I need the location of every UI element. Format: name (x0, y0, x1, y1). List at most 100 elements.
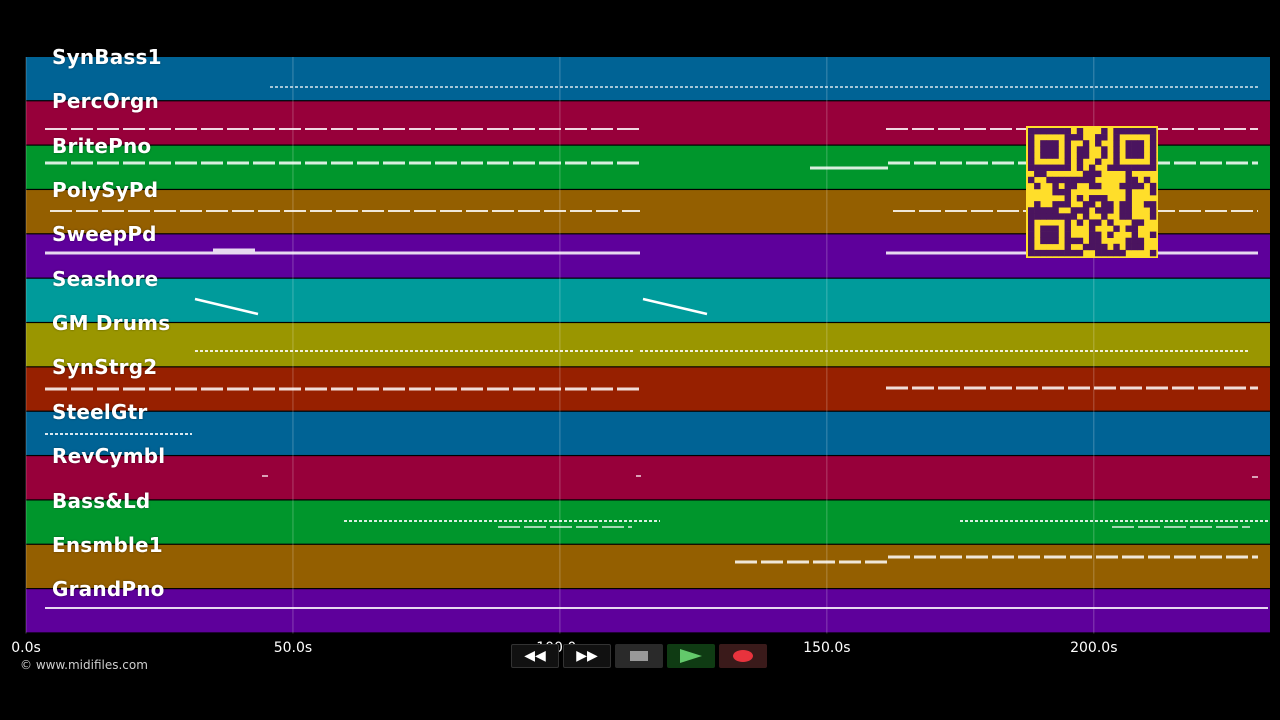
qr-module (1131, 176, 1139, 184)
qr-module (1082, 176, 1090, 184)
qr-module (1107, 231, 1114, 239)
qr-module (1131, 182, 1139, 190)
track-label: SynBass1 (52, 45, 162, 69)
qr-module (1070, 176, 1078, 184)
qr-module (1125, 243, 1132, 251)
qr-module (1046, 237, 1053, 245)
qr-module (1034, 249, 1041, 257)
qr-module (1028, 225, 1035, 232)
qr-module (1088, 237, 1096, 245)
qr-module (1101, 134, 1108, 141)
qr-module (1125, 152, 1132, 159)
stop-icon (630, 651, 648, 661)
qr-module (1028, 140, 1035, 147)
qr-module (1119, 128, 1126, 135)
qr-module (1095, 219, 1102, 226)
qr-module (1034, 213, 1041, 220)
qr-module (1119, 207, 1126, 214)
track-label: SweepPd (52, 222, 157, 247)
qr-module (1058, 188, 1065, 196)
fast-forward-button[interactable]: ▶▶ (563, 644, 611, 668)
qr-module (1040, 237, 1047, 245)
qr-module (1052, 182, 1059, 190)
qr-module (1064, 152, 1071, 159)
track-lane (26, 323, 1270, 367)
qr-module (1131, 219, 1139, 226)
qr-module (1034, 207, 1041, 214)
qr-module (1064, 140, 1071, 147)
qr-module (1149, 146, 1157, 153)
qr-module (1131, 164, 1139, 171)
qr-module (1143, 164, 1151, 171)
qr-module (1119, 182, 1126, 190)
qr-module (1149, 201, 1157, 208)
qr-module (1095, 134, 1102, 141)
qr-module (1149, 182, 1157, 190)
qr-module (1125, 225, 1132, 232)
qr-module (1113, 140, 1120, 147)
qr-module (1095, 170, 1102, 178)
qr-module (1064, 176, 1071, 184)
qr-module (1052, 237, 1059, 245)
qr-module (1058, 249, 1065, 257)
qr-module (1058, 176, 1065, 184)
qr-module (1040, 146, 1047, 153)
track-label: PercOrgn (52, 89, 159, 114)
qr-module (1034, 182, 1041, 190)
time-tick-label: 200.0s (1070, 640, 1118, 656)
qr-module (1149, 207, 1157, 214)
qr-module (1131, 231, 1139, 239)
qr-module (1076, 237, 1084, 245)
qr-module (1125, 182, 1132, 190)
qr-module (1058, 213, 1065, 220)
qr-module (1064, 128, 1071, 135)
play-button[interactable] (667, 644, 715, 668)
qr-module (1046, 128, 1053, 135)
rewind-button[interactable]: ◀◀ (511, 644, 559, 668)
qr-module (1040, 213, 1047, 220)
qr-module (1107, 201, 1114, 208)
qr-module (1064, 164, 1071, 171)
qr-module (1052, 213, 1059, 220)
qr-module (1125, 188, 1132, 196)
qr-module (1101, 243, 1108, 251)
record-button[interactable] (719, 644, 767, 668)
qr-module (1046, 176, 1053, 184)
track-lane (26, 500, 1270, 544)
qr-module (1040, 225, 1047, 232)
qr-module (1028, 237, 1035, 245)
qr-module (1028, 134, 1035, 141)
qr-module (1131, 237, 1139, 245)
qr-module (1052, 164, 1059, 171)
qr-module (1052, 231, 1059, 239)
qr-module (1034, 128, 1041, 135)
qr-module (1046, 231, 1053, 239)
qr-module (1076, 176, 1084, 184)
qr-module (1113, 158, 1120, 165)
transport-controls: ◀◀ ▶▶ (511, 644, 767, 668)
time-tick-label: 0.0s (11, 640, 41, 656)
qr-module (1082, 243, 1090, 251)
qr-module (1040, 128, 1047, 135)
qr-module (1076, 207, 1084, 214)
qr-module (1125, 213, 1132, 220)
track-label: Seashore (52, 266, 159, 291)
qr-module (1137, 237, 1145, 245)
qr-module (1028, 128, 1035, 135)
qr-module (1028, 243, 1035, 251)
qr-module (1028, 164, 1035, 171)
qr-module (1052, 225, 1059, 232)
qr-module (1143, 201, 1151, 208)
stop-button[interactable] (615, 644, 663, 668)
qr-module (1125, 237, 1132, 245)
qr-module (1137, 140, 1145, 147)
qr-module (1070, 182, 1078, 190)
qr-module (1028, 207, 1035, 214)
qr-module (1064, 225, 1071, 232)
qr-module (1028, 158, 1035, 165)
qr-module (1107, 164, 1114, 171)
qr-module (1082, 152, 1090, 159)
qr-module (1095, 182, 1102, 190)
qr-module (1131, 146, 1139, 153)
qr-module (1052, 201, 1059, 208)
